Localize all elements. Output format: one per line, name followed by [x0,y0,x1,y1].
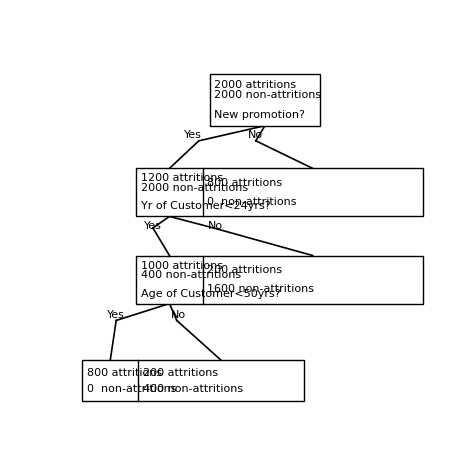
Text: 1200 attritions: 1200 attritions [141,173,223,183]
Text: 2000 non-attritions: 2000 non-attritions [214,90,321,100]
Text: 2000 non-attritions: 2000 non-attritions [141,182,248,193]
Text: Yr of Customer<24yrs?: Yr of Customer<24yrs? [141,201,271,212]
Text: No: No [248,130,264,140]
Text: 0  non-attritions: 0 non-attritions [207,197,296,207]
Text: 400 non-attritions: 400 non-attritions [143,384,243,394]
Text: 0  non-attritions: 0 non-attritions [87,384,176,394]
Text: 2000 attritions: 2000 attritions [214,80,296,90]
Text: 1600 non-attritions: 1600 non-attritions [207,284,314,294]
Text: Yes: Yes [107,310,125,320]
Text: Yes: Yes [184,130,202,140]
Text: 800 attritions: 800 attritions [207,178,282,188]
Text: 200 attritions: 200 attritions [143,368,218,378]
Bar [210,74,320,126]
Bar [82,360,304,401]
Text: 200 attritions: 200 attritions [207,265,282,275]
Bar [137,168,423,216]
Text: No: No [208,221,223,231]
Text: 400 non-attritions: 400 non-attritions [141,270,241,280]
Text: New promotion?: New promotion? [214,110,305,120]
Text: 1000 attritions: 1000 attritions [141,261,223,271]
Text: Age of Customer<50yrs?: Age of Customer<50yrs? [141,289,281,298]
Bar [137,255,423,304]
Text: No: No [171,310,186,320]
Text: 800 attritions: 800 attritions [87,368,162,378]
Text: Yes: Yes [144,221,162,231]
